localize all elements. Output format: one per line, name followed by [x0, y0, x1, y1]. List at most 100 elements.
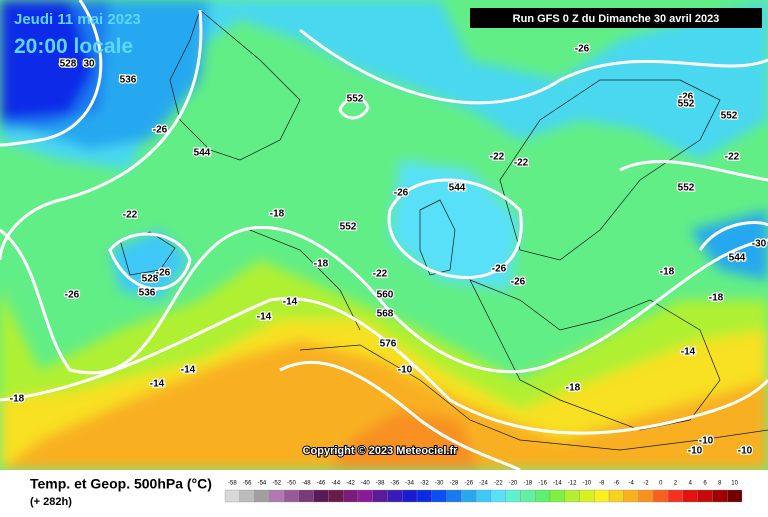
temperature-field	[0, 0, 768, 470]
legend-label: -10	[583, 481, 592, 487]
contour-label: -14	[283, 297, 298, 308]
contour-label: 528	[60, 59, 77, 70]
legend-label: -28	[450, 481, 459, 487]
run-info: Run GFS 0 Z du Dimanche 30 avril 2023	[513, 13, 720, 25]
contour-label: 544	[194, 148, 211, 159]
legend-label: 0	[659, 481, 663, 487]
contour-label: -26	[492, 264, 507, 275]
legend-label: -6	[614, 481, 620, 487]
legend-label: -42	[346, 481, 355, 487]
footer-lead: (+ 282h)	[30, 496, 72, 508]
contour-label: 544	[729, 253, 746, 264]
legend-label: -44	[331, 481, 340, 487]
contour-label: 552	[340, 222, 357, 233]
legend-label: 4	[689, 481, 693, 487]
contour-label: 544	[449, 183, 466, 194]
legend-swatch	[535, 489, 551, 503]
legend-label: -40	[361, 481, 370, 487]
forecast-time: 20:00 locale	[14, 35, 133, 58]
contour-label: -18	[709, 293, 724, 304]
legend-swatch	[283, 489, 300, 503]
contour-label: -30	[752, 239, 767, 250]
legend-label: -48	[302, 481, 311, 487]
legend-swatch	[623, 489, 639, 503]
legend-swatch	[298, 489, 314, 503]
legend-swatch	[594, 489, 610, 503]
contour-label: 552	[678, 99, 695, 110]
legend-swatch	[446, 489, 462, 503]
legend-swatch	[239, 489, 255, 503]
legend-label: -22	[494, 481, 503, 487]
run-box	[470, 8, 762, 28]
legend-swatch	[505, 489, 521, 503]
contour-label: -22	[373, 269, 388, 280]
contour-label: -18	[660, 267, 675, 278]
legend-label: -58	[228, 481, 237, 487]
contour-label: -14	[181, 365, 196, 376]
contour-label: 30	[83, 59, 95, 70]
legend-label: -20	[509, 481, 518, 487]
legend-label: -36	[391, 481, 400, 487]
legend-swatch	[343, 489, 359, 503]
legend-label: -16	[538, 481, 547, 487]
contour-label: -26	[153, 125, 168, 136]
contour-label: 576	[380, 339, 397, 350]
legend-swatch	[402, 489, 418, 503]
legend-swatch	[653, 489, 669, 503]
contour-label: 552	[678, 183, 695, 194]
contour-label: -26	[156, 268, 171, 279]
legend-swatch	[313, 489, 329, 503]
contour-label: -10	[738, 446, 753, 457]
contour-label: -18	[10, 394, 25, 405]
legend-swatch	[357, 489, 373, 503]
legend-label: -46	[317, 481, 326, 487]
legend-swatch	[549, 489, 565, 503]
contour-label: -10	[699, 436, 714, 447]
legend-label: 8	[718, 481, 722, 487]
contour-label: -26	[65, 290, 80, 301]
legend-swatch	[697, 489, 713, 503]
legend-swatch	[564, 489, 580, 503]
contour-label: 536	[139, 288, 156, 299]
contour-label: -18	[566, 383, 581, 394]
contour-label: -10	[398, 365, 413, 376]
contour-label: -26	[575, 44, 590, 55]
legend-label: -52	[272, 481, 281, 487]
legend-swatch	[608, 489, 624, 503]
legend-swatch	[328, 489, 344, 503]
legend-label: -54	[258, 481, 267, 487]
legend-label: 2	[674, 481, 678, 487]
legend-label: -2	[643, 481, 649, 487]
contour-label: -26	[394, 188, 409, 199]
contour-label: 560	[377, 290, 394, 301]
legend-label: -38	[376, 481, 385, 487]
legend-swatch	[461, 489, 477, 503]
contour-label: -14	[681, 347, 696, 358]
legend-swatch	[416, 489, 432, 503]
contour-label: -22	[514, 158, 529, 169]
contour-label: -10	[688, 446, 703, 457]
legend-swatch	[712, 489, 728, 503]
legend-label: -34	[405, 481, 414, 487]
legend-label: -26	[464, 481, 473, 487]
forecast-date: Jeudi 11 mai 2023	[14, 11, 141, 28]
legend-swatch	[579, 489, 595, 503]
legend-swatch	[431, 489, 447, 503]
legend-label: -18	[523, 481, 532, 487]
legend-swatch	[682, 489, 698, 503]
contour-label: -14	[257, 312, 272, 323]
legend-label: 10	[731, 481, 738, 487]
legend-swatch	[224, 489, 240, 503]
legend-label: -56	[243, 481, 252, 487]
contour-label: 552	[347, 94, 364, 105]
legend-label: -32	[420, 481, 429, 487]
legend-swatch	[520, 489, 536, 503]
legend-label: -50	[287, 481, 296, 487]
contour-label: -26	[511, 277, 526, 288]
legend-swatch	[269, 489, 285, 503]
contour-label: 552	[721, 111, 738, 122]
contour-label: 528	[142, 274, 159, 285]
